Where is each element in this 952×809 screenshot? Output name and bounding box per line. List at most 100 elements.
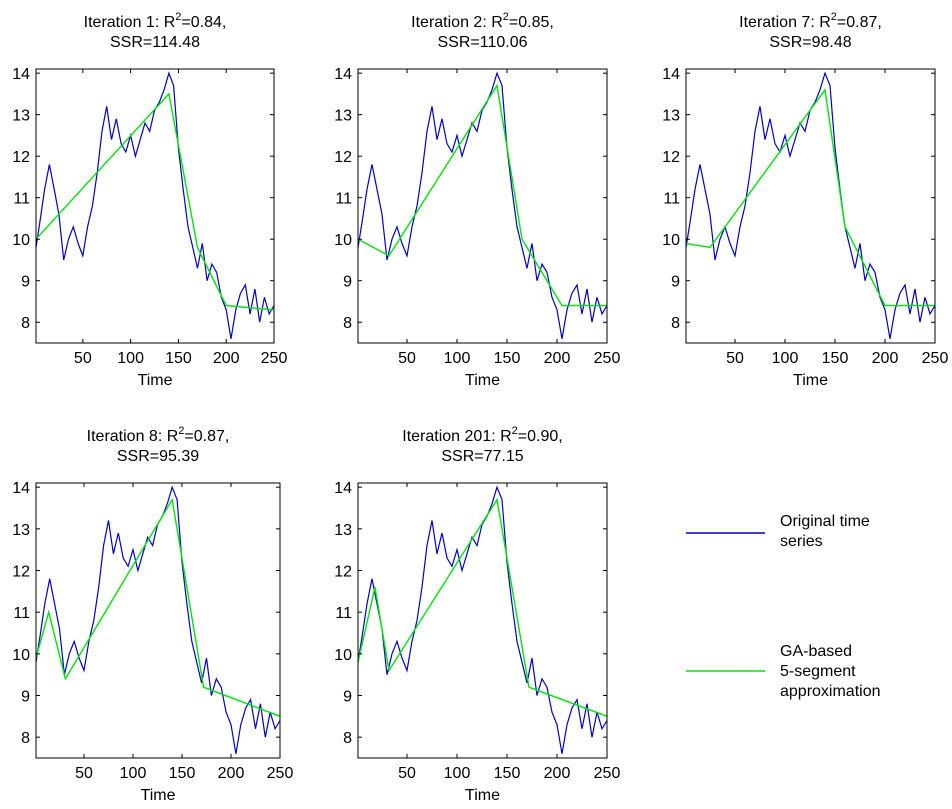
y-tick-label: 10	[12, 647, 30, 664]
x-axis-label: Time	[141, 787, 176, 804]
legend-label-approximation: 5-segment	[780, 663, 856, 680]
x-tick-label: 50	[75, 765, 93, 782]
x-tick-label: 100	[444, 765, 471, 782]
y-tick-label: 9	[343, 274, 352, 291]
x-axis-label: Time	[793, 372, 828, 389]
x-tick-label: 50	[726, 350, 744, 367]
x-tick-label: 100	[444, 350, 471, 367]
y-tick-label: 12	[334, 149, 352, 166]
y-tick-label: 9	[21, 689, 30, 706]
chart-title-line1: Iteration 1: R2=0.84,	[84, 11, 227, 31]
y-tick-label: 13	[334, 108, 352, 125]
y-tick-label: 14	[12, 480, 30, 497]
x-tick-label: 50	[398, 765, 416, 782]
legend-label-original: series	[780, 533, 823, 550]
chart-panel-3: Iteration 7: R2=0.87, SSR=98.48 50 100 150 20…	[662, 11, 948, 389]
y-tick-label: 12	[12, 564, 30, 581]
chart-title-line1: Iteration 201: R2=0.90,	[402, 425, 562, 445]
chart-panel-4: Iteration 8: R2=0.87, SSR=95.39 50 100 150 20…	[12, 425, 293, 804]
axes-box	[685, 68, 936, 344]
y-tick-label: 11	[13, 191, 30, 208]
x-tick-label: 200	[213, 350, 240, 367]
x-tick-label: 250	[261, 350, 288, 367]
x-tick-label: 150	[822, 350, 849, 367]
y-tick-label: 11	[335, 605, 352, 622]
chart-title-line2: SSR=77.15	[441, 448, 523, 465]
x-tick-label: 50	[398, 350, 416, 367]
y-tick-label: 14	[334, 66, 352, 83]
axes-box	[357, 482, 608, 759]
x-tick-label: 150	[494, 765, 521, 782]
approximation-series-line	[358, 497, 607, 717]
y-tick-label: 13	[662, 108, 680, 125]
chart-panel-1: Iteration 1: R2=0.84, SSR=114.48 50 100 150 2…	[12, 11, 287, 389]
y-tick-label: 11	[13, 605, 30, 622]
y-tick-label: 13	[334, 522, 352, 539]
approximation-series-line	[36, 497, 280, 717]
legend: Original time series GA-based 5-segment appr…	[686, 513, 881, 700]
y-tick-label: 8	[21, 315, 30, 332]
y-tick-label: 9	[671, 274, 680, 291]
x-tick-label: 100	[120, 765, 147, 782]
x-tick-label: 150	[494, 350, 521, 367]
x-tick-label: 50	[74, 350, 92, 367]
chart-panel-2: Iteration 2: R2=0.85, SSR=110.06 50 100 150 2…	[334, 11, 620, 389]
x-axis-label: Time	[465, 372, 500, 389]
x-tick-label: 200	[218, 765, 245, 782]
y-tick-label: 12	[662, 149, 680, 166]
axes-box	[357, 68, 608, 344]
y-tick-label: 14	[334, 480, 352, 497]
chart-title-line1: Iteration 7: R2=0.87,	[739, 11, 882, 31]
y-tick-label: 11	[335, 191, 352, 208]
plot-area	[358, 483, 607, 758]
axes-box	[35, 482, 281, 759]
chart-title-line1: Iteration 2: R2=0.85,	[411, 11, 554, 31]
y-tick-label: 8	[343, 730, 352, 747]
y-tick-label: 8	[343, 315, 352, 332]
legend-label-approximation: approximation	[780, 683, 881, 700]
legend-label-approximation: GA-based	[780, 643, 852, 660]
y-tick-label: 14	[12, 66, 30, 83]
y-tick-label: 12	[334, 564, 352, 581]
y-tick-label: 10	[662, 232, 680, 249]
chart-title-line2: SSR=95.39	[117, 448, 199, 465]
x-tick-label: 100	[772, 350, 799, 367]
x-axis-label: Time	[465, 787, 500, 804]
x-tick-label: 100	[117, 350, 144, 367]
y-tick-label: 9	[343, 689, 352, 706]
y-tick-label: 10	[334, 232, 352, 249]
x-tick-label: 200	[872, 350, 899, 367]
x-tick-label: 150	[169, 765, 196, 782]
x-tick-label: 250	[594, 765, 621, 782]
x-tick-label: 250	[267, 765, 294, 782]
plot-area	[36, 483, 280, 758]
x-tick-label: 250	[922, 350, 949, 367]
y-tick-label: 9	[21, 274, 30, 291]
y-tick-label: 13	[12, 108, 30, 125]
y-tick-label: 12	[12, 149, 30, 166]
y-tick-label: 10	[12, 232, 30, 249]
x-tick-label: 150	[165, 350, 192, 367]
chart-title-line2: SSR=114.48	[110, 34, 200, 51]
x-axis-label: Time	[138, 372, 173, 389]
axes-box	[35, 68, 275, 344]
chart-title-line1: Iteration 8: R2=0.87,	[87, 425, 230, 445]
chart-title-line2: SSR=98.48	[769, 34, 851, 51]
approximation-series-line	[686, 88, 935, 307]
legend-label-original: Original time	[780, 513, 870, 530]
x-tick-label: 200	[544, 350, 571, 367]
y-tick-label: 13	[12, 522, 30, 539]
plot-area	[358, 69, 607, 343]
y-tick-label: 14	[662, 66, 680, 83]
x-tick-label: 200	[544, 765, 571, 782]
y-tick-label: 8	[671, 315, 680, 332]
approximation-series-line	[36, 92, 274, 311]
y-tick-label: 10	[334, 647, 352, 664]
y-tick-label: 8	[21, 730, 30, 747]
chart-title-line2: SSR=110.06	[438, 34, 528, 51]
plot-area	[36, 69, 274, 343]
x-tick-label: 250	[594, 350, 621, 367]
approximation-series-line	[358, 83, 607, 307]
chart-panel-5: Iteration 201: R2=0.90, SSR=77.15 50 100 150…	[334, 425, 620, 804]
